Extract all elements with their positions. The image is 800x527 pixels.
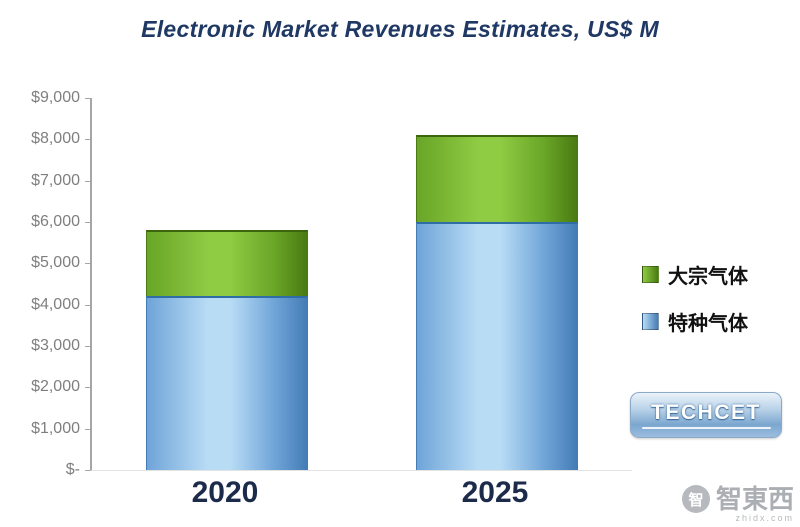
plot-area	[90, 98, 632, 471]
zhidongxi-logo-icon: 智	[681, 485, 710, 513]
y-tick-label: $1,000	[31, 419, 80, 437]
legend: 大宗气体 特种气体	[642, 260, 748, 354]
y-tick-mark	[85, 222, 92, 223]
y-tick-mark	[85, 98, 92, 99]
legend-label: 特种气体	[668, 313, 748, 335]
legend-item: 大宗气体	[642, 260, 748, 289]
y-tick-label: $2,000	[31, 378, 80, 396]
y-tick-label: $-	[65, 461, 80, 478]
y-axis: $- $1,000 $2,000 $3,000 $4,000 $5,000 $6,000 $7…	[0, 89, 84, 478]
y-tick-mark	[85, 387, 92, 389]
bar-segment-bulk-gas	[146, 230, 308, 297]
bar-segment-specialty-gas	[416, 222, 578, 470]
techcet-logo: TECHCET	[630, 392, 782, 438]
watermark-text: 智東西	[715, 484, 794, 514]
x-axis-labels: 2020 2025	[90, 476, 630, 510]
y-tick-mark	[85, 180, 92, 182]
y-tick-label: $8,000	[31, 130, 80, 148]
y-tick-mark	[85, 139, 92, 141]
techcet-logo-text: TECHCET	[651, 401, 761, 424]
legend-swatch-icon	[642, 313, 659, 330]
bar-2020	[146, 230, 308, 470]
legend-item: 特种气体	[642, 307, 748, 336]
x-category-label: 2020	[191, 476, 259, 509]
x-category-label: 2025	[461, 476, 529, 509]
bar-2025	[416, 135, 578, 470]
chart-title: Electronic Market Revenues Estimates, US…	[141, 16, 659, 42]
watermark-subtext: zhidx.com	[735, 513, 794, 523]
y-tick-label: $6,000	[31, 213, 80, 230]
bars-row	[92, 98, 632, 470]
y-tick-mark	[85, 304, 92, 306]
legend-swatch-icon	[642, 266, 659, 283]
y-tick-label: $7,000	[31, 171, 80, 189]
techcet-logo-tagline-line	[641, 427, 771, 429]
bar-segment-specialty-gas	[146, 296, 308, 470]
y-axis-ticks	[85, 98, 92, 471]
y-tick-mark	[85, 428, 92, 430]
y-tick-label: $3,000	[31, 337, 80, 354]
watermark-row: 智 智東西	[681, 484, 794, 514]
y-tick-mark	[85, 263, 92, 265]
y-tick-label: $5,000	[31, 254, 80, 272]
legend-label: 大宗气体	[668, 266, 748, 288]
y-tick-mark	[85, 470, 92, 471]
watermark: 智 智東西 zhidx.com	[681, 484, 794, 523]
y-tick-mark	[85, 346, 92, 347]
y-tick-label: $9,000	[31, 89, 80, 106]
bar-segment-bulk-gas	[416, 135, 578, 222]
y-tick-label: $4,000	[31, 295, 80, 313]
